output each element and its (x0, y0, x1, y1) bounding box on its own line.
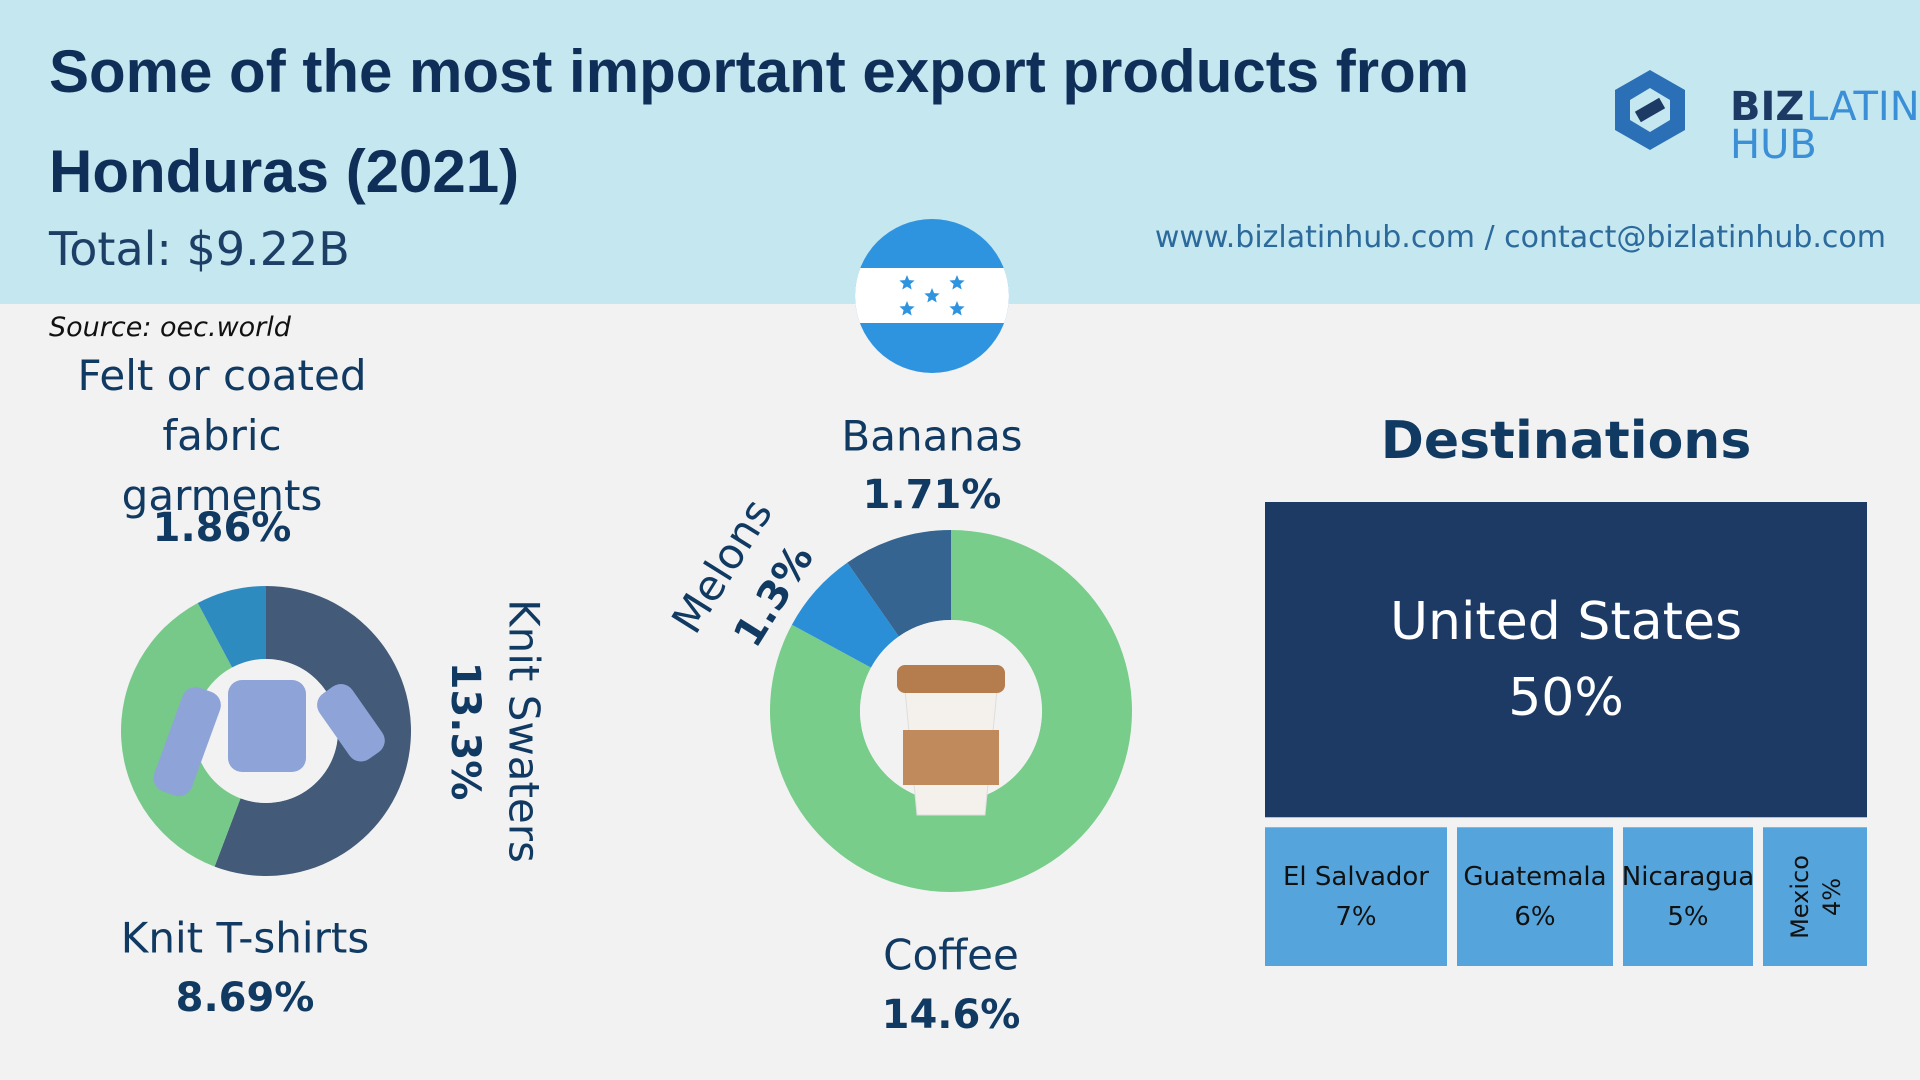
value-label: 14.6% (881, 992, 1021, 1038)
cup-sleeve (903, 730, 999, 785)
sweater-sleeve (317, 684, 385, 762)
flag (855, 219, 1009, 373)
donut-segment (791, 562, 899, 668)
sweater-sleeve (153, 687, 221, 797)
treemap-cell (1457, 827, 1613, 966)
flag-star (949, 301, 965, 316)
donut-segment (847, 530, 951, 637)
coffee-icon (897, 665, 1005, 816)
flag-star (899, 301, 915, 316)
treemap-cell (1763, 827, 1867, 966)
title: Some of the most important export produc… (49, 38, 1470, 205)
value-label: 1.86% (152, 505, 292, 551)
treemap-title: Destinations (1380, 411, 1752, 471)
cup-lid (897, 665, 1005, 693)
category-label: Coffee (883, 930, 1019, 980)
category-label: Bananas (841, 411, 1023, 461)
flag-star (949, 275, 965, 290)
logo-latin: LATIN (1806, 84, 1920, 130)
flag-star (899, 275, 915, 290)
treemap-value: 50% (1508, 667, 1624, 728)
treemap-cell (1623, 827, 1753, 966)
treemap-label: El Salvador (1283, 861, 1429, 892)
category-label: Knit T-shirts (120, 913, 370, 963)
treemap-label: Nicaragua (1621, 861, 1755, 892)
category-label: Knit Swaters (499, 599, 549, 863)
treemap-value: 7% (1335, 901, 1377, 932)
contact: www.bizlatinhub.com / contact@bizlatinhu… (1154, 220, 1886, 255)
treemap-cell (1265, 827, 1447, 966)
subtitle: Total: $9.22B (49, 222, 350, 276)
treemap-label: Guatemala (1463, 861, 1607, 892)
value-label: 13.3% (442, 661, 488, 801)
treemap-cell (1265, 502, 1867, 818)
category-label: Felt or coated fabric garments (77, 351, 367, 520)
treemap-value: 6% (1514, 901, 1556, 932)
value-label: 1.71% (862, 472, 1002, 518)
sweater-body (228, 680, 306, 772)
donut-segment (770, 530, 1133, 892)
value-label: 8.69% (175, 975, 315, 1021)
logo-icon (1615, 70, 1685, 150)
treemap-value: 5% (1667, 901, 1709, 932)
source: Source: oec.world (49, 312, 291, 343)
treemap-value: 4% (1818, 877, 1846, 916)
treemap-label: Mexico (1786, 854, 1814, 939)
treemap-label: United States (1389, 591, 1743, 652)
donut-segment (197, 586, 266, 668)
sweater-icon (153, 680, 385, 797)
donut-segment (214, 586, 412, 876)
logo-hub: HUB (1730, 122, 1817, 168)
logo-biz: BIZ (1730, 84, 1805, 130)
flag-star (924, 288, 940, 303)
